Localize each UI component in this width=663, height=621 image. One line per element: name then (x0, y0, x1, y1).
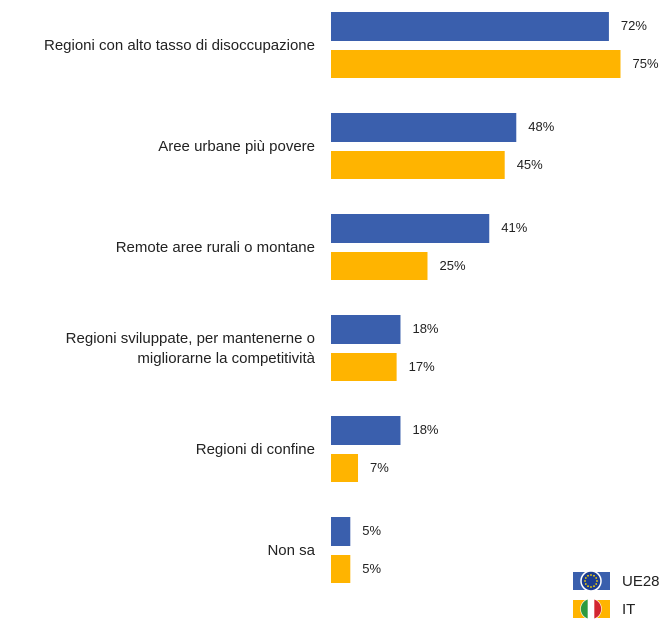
category-label: Non sa (267, 542, 315, 559)
legend-flag-star (595, 577, 598, 579)
value-label: 18% (412, 422, 438, 437)
legend-flag-star (595, 583, 598, 585)
legend-flag-star (593, 585, 595, 588)
legend-label: IT (622, 601, 635, 618)
legend-flag-star (587, 574, 589, 577)
value-label: 45% (517, 157, 543, 172)
value-label: 17% (409, 359, 435, 374)
legend-flag-star (584, 577, 587, 579)
value-label: 25% (440, 258, 466, 273)
category-label: Remote aree rurali o montane (115, 239, 315, 256)
value-label: 41% (501, 220, 527, 235)
bar (331, 416, 401, 445)
bar (331, 555, 351, 583)
value-label: 7% (370, 460, 389, 475)
bar (331, 517, 351, 546)
category-label: Regioni sviluppate, per mantenerne o mig… (65, 330, 315, 367)
value-label: 18% (412, 321, 438, 336)
value-label: 48% (528, 119, 554, 134)
legend-flag-star (587, 585, 589, 588)
bar (331, 12, 609, 41)
legend-flag-star (584, 580, 586, 582)
legend-label: UE28 (622, 573, 660, 590)
legend-flag (580, 570, 602, 592)
category-label: Regioni di confine (195, 441, 315, 458)
bar (331, 50, 621, 78)
bar (331, 113, 517, 142)
legend-flag-star (593, 574, 595, 577)
bar (331, 353, 397, 381)
legend-flag-star (590, 574, 592, 576)
bar (331, 252, 428, 280)
category-label: Regioni con alto tasso di disoccupazione (43, 37, 315, 54)
legend-flag-star (584, 583, 587, 585)
legend-flag-star (596, 580, 598, 582)
value-label: 72% (621, 18, 647, 33)
bar (331, 151, 505, 179)
legend-flag-star (590, 586, 592, 588)
bar (331, 454, 359, 482)
bar (331, 214, 490, 243)
legend-flag-red (594, 599, 602, 619)
value-label: 5% (362, 523, 381, 538)
legend-flag-green (580, 599, 588, 619)
value-label: 75% (633, 56, 659, 71)
value-label: 5% (362, 561, 381, 576)
bar (331, 315, 401, 344)
category-label: Aree urbane più povere (158, 138, 315, 155)
